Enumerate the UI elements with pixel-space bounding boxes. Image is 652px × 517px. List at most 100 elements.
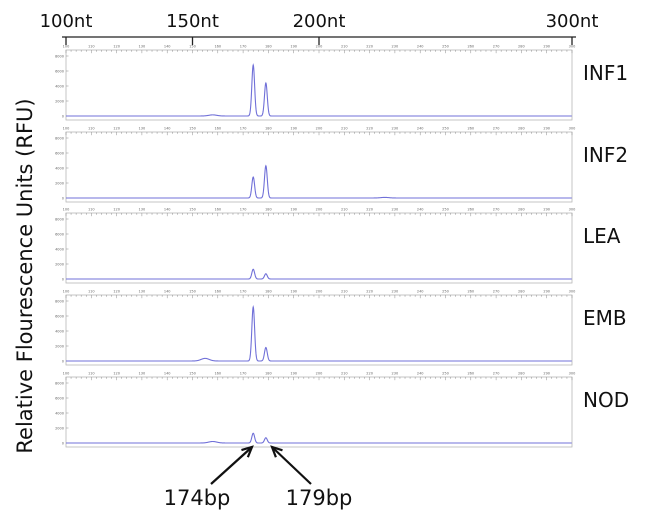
panel-x-tick-label: 200: [316, 372, 323, 376]
panel-x-tick-label: 160: [214, 45, 221, 49]
panel-frame: [65, 294, 573, 366]
panel-nod: 100 110 120 130 140 150 160 170 180 190 200 210 220 2…: [55, 372, 629, 448]
panel-y-tick-label: 0: [62, 441, 64, 445]
panel-x-tick-label: 170: [240, 45, 247, 49]
panel-y-tick-label: 8000: [55, 54, 64, 58]
panel-x-tick-label: 290: [543, 127, 550, 131]
panel-x-tick-label: 250: [442, 45, 449, 49]
panel-x-tick-label: 130: [139, 127, 146, 131]
panel-x-tick-label: 190: [290, 127, 297, 131]
panel-x-tick-label: 270: [493, 208, 500, 212]
panel-x-tick-label: 280: [518, 45, 525, 49]
trace-emb: [66, 304, 572, 362]
panel-x-tick-label: 150: [189, 372, 196, 376]
panel-x-tick-label: 170: [240, 208, 247, 212]
panel-x-tick-label: 140: [164, 45, 171, 49]
panel-x-tick-label: 170: [240, 290, 247, 294]
panel-y-tick-label: 4000: [55, 411, 64, 415]
panel-x-tick-label: 270: [493, 290, 500, 294]
panel-x-tick-label: 260: [467, 290, 474, 294]
annotation-arrowhead: [241, 445, 254, 458]
panel-x-tick-label: 180: [265, 45, 272, 49]
panel-x-tick-label: 230: [392, 45, 399, 49]
series-label: EMB: [583, 306, 627, 330]
panel-y-tick-label: 6000: [55, 232, 64, 236]
panel-x-tick-label: 180: [265, 290, 272, 294]
panel-x-tick-label: 250: [442, 372, 449, 376]
top-axis-tick-label: 300nt: [546, 11, 599, 32]
panel-y-tick-label: 8000: [55, 217, 64, 221]
top-axis-tick-label: 100nt: [40, 11, 93, 32]
panel-y-tick-label: 2000: [55, 262, 64, 266]
panel-x-tick-label: 300: [569, 290, 576, 294]
panel-x-tick-label: 220: [366, 127, 373, 131]
peak-annotations: 174bp 179bp: [164, 445, 353, 510]
annotation-label: 179bp: [286, 486, 353, 510]
panel-x-tick-label: 230: [392, 290, 399, 294]
series-label: INF2: [583, 143, 628, 167]
panel-x-tick-label: 290: [543, 208, 550, 212]
panel-x-tick-label: 110: [88, 372, 95, 376]
panel-x-tick-label: 240: [417, 290, 424, 294]
panel-x-tick-label: 140: [164, 290, 171, 294]
top-axis-tick-label: 150nt: [166, 11, 219, 32]
panel-x-tick-label: 140: [164, 208, 171, 212]
panel-y-tick-label: 2000: [55, 99, 64, 103]
panel-x-tick-label: 220: [366, 45, 373, 49]
panel-x-tick-label: 100: [63, 45, 70, 49]
panel-x-tick-label: 230: [392, 208, 399, 212]
panel-inf2: 100 110 120 130 140 150 160 170 180 190 200 210 220 2…: [55, 127, 628, 203]
panel-x-tick-label: 190: [290, 372, 297, 376]
panel-x-tick-label: 230: [392, 372, 399, 376]
annotation-arrow: [210, 446, 253, 485]
panel-x-tick-label: 140: [164, 127, 171, 131]
panel-x-tick-label: 120: [113, 208, 120, 212]
panel-x-tick-label: 160: [214, 208, 221, 212]
panel-x-tick-label: 170: [240, 372, 247, 376]
panel-frame: [65, 49, 573, 121]
panel-x-tick-label: 300: [569, 45, 576, 49]
panel-y-tick-label: 8000: [55, 136, 64, 140]
panel-x-tick-label: 150: [189, 290, 196, 294]
panel-x-tick-label: 210: [341, 45, 348, 49]
panel-x-tick-label: 250: [442, 290, 449, 294]
panel-y-tick-label: 6000: [55, 314, 64, 318]
panel-y-tick-label: 2000: [55, 426, 64, 430]
panel-x-tick-label: 110: [88, 290, 95, 294]
sample-panels: 100 110 120 130 140 150 160 170 180 190 200 210 220 2…: [55, 45, 629, 448]
panel-x-tick-label: 290: [543, 372, 550, 376]
panel-x-tick-label: 220: [366, 372, 373, 376]
panel-y-tick-label: 6000: [55, 396, 64, 400]
panel-x-tick-label: 200: [316, 208, 323, 212]
panel-x-tick-label: 190: [290, 208, 297, 212]
trace-inf1: [66, 63, 572, 117]
panel-x-tick-label: 160: [214, 290, 221, 294]
panel-y-tick-label: 4000: [55, 247, 64, 251]
panel-x-tick-label: 150: [189, 208, 196, 212]
panel-y-tick-label: 0: [62, 359, 64, 363]
panel-x-tick-label: 220: [366, 208, 373, 212]
series-label: INF1: [583, 61, 628, 85]
panel-x-tick-label: 200: [316, 45, 323, 49]
panel-x-tick-label: 200: [316, 290, 323, 294]
panel-y-tick-label: 4000: [55, 329, 64, 333]
panel-x-tick-label: 260: [467, 45, 474, 49]
panel-frame: [65, 376, 573, 448]
panel-x-tick-label: 130: [139, 290, 146, 294]
panel-x-tick-label: 270: [493, 127, 500, 131]
panel-x-tick-label: 280: [518, 127, 525, 131]
panel-x-tick-label: 290: [543, 45, 550, 49]
panel-x-tick-label: 240: [417, 45, 424, 49]
panel-y-tick-label: 2000: [55, 344, 64, 348]
panel-x-tick-label: 280: [518, 208, 525, 212]
panel-y-tick-label: 6000: [55, 69, 64, 73]
panel-x-tick-label: 160: [214, 127, 221, 131]
panel-x-tick-label: 240: [417, 127, 424, 131]
panel-x-tick-label: 100: [63, 208, 70, 212]
panel-x-tick-label: 260: [467, 127, 474, 131]
annotation-arrowhead: [270, 445, 283, 458]
panel-x-tick-label: 300: [569, 372, 576, 376]
panel-x-tick-label: 110: [88, 127, 95, 131]
panel-y-tick-label: 4000: [55, 166, 64, 170]
panel-x-tick-label: 210: [341, 290, 348, 294]
